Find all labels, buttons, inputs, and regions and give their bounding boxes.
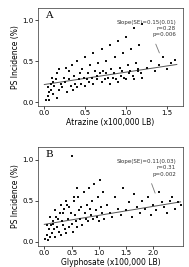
Point [84,84,87,88]
Point [89,63,92,68]
Point [85,203,88,207]
Point [97,219,100,223]
Point [76,225,79,229]
Point [55,96,58,100]
Point [58,211,61,215]
Point [165,211,168,215]
Point [74,82,77,86]
Point [119,213,122,218]
Point [66,90,69,95]
Point [88,80,91,84]
Point [105,203,108,207]
Point [69,211,72,215]
Point [125,77,128,81]
Point [122,186,125,190]
Point [90,76,93,80]
Point [129,47,132,51]
Point [108,82,111,86]
Point [107,76,110,80]
Point [141,198,144,203]
Point [80,205,83,209]
Point [120,74,123,78]
Point [73,194,76,199]
Point [168,198,171,203]
Point [123,76,126,80]
Y-axis label: PS Incidence (%): PS Incidence (%) [11,164,20,229]
Point [141,76,144,80]
Point [44,97,47,102]
Point [136,205,139,209]
Point [52,219,55,223]
Point [100,80,103,84]
Point [90,213,93,218]
Point [92,82,95,86]
Point [51,92,54,96]
Point [98,178,101,182]
Point [48,235,51,239]
Point [89,207,92,211]
Point [51,80,54,84]
Point [130,215,133,219]
Point [138,211,141,215]
Point [62,76,65,80]
Point [92,217,95,221]
Point [66,203,69,207]
Point [77,77,80,81]
Point [87,71,90,76]
Point [57,88,60,92]
Point [70,221,73,226]
Point [50,76,53,80]
Point [127,200,130,205]
Point [84,217,87,221]
Point [97,61,100,65]
Point [59,82,62,86]
Point [46,85,49,89]
Point [67,205,70,209]
Point [76,85,79,89]
Point [82,76,85,80]
Point [79,71,82,76]
Point [149,59,152,63]
Point [85,77,88,81]
Point [116,207,119,211]
X-axis label: Glyphosate (x100,000 LB): Glyphosate (x100,000 LB) [61,258,160,267]
Point [49,82,52,86]
Point [95,215,98,219]
Point [133,26,136,31]
Point [55,215,58,219]
Point [153,69,156,73]
Point [165,67,168,72]
Point [72,198,75,203]
Point [51,221,54,226]
Text: Slope(SE)=0.11(0.03)
r=0.31
p=0.002: Slope(SE)=0.11(0.03) r=0.31 p=0.002 [116,159,176,177]
Point [116,39,119,43]
Text: A: A [45,11,53,20]
Point [71,63,74,68]
Point [65,231,68,235]
Point [157,63,160,68]
Point [163,205,166,209]
X-axis label: Atrazine (x100,000 LB): Atrazine (x100,000 LB) [67,119,155,127]
Point [94,69,97,73]
Point [71,88,74,92]
Point [161,55,164,59]
Point [76,59,79,63]
Point [81,223,84,227]
Point [50,231,53,235]
Point [91,198,94,203]
Point [155,208,158,213]
Point [61,85,64,89]
Point [121,51,124,55]
Point [86,219,89,223]
Point [67,77,70,81]
Point [125,208,128,213]
Point [56,225,59,229]
Point [49,88,52,92]
Point [70,154,73,158]
Point [81,67,84,72]
Point [146,194,149,199]
Point [138,43,141,47]
Point [105,59,108,63]
Point [111,215,114,219]
Point [176,200,179,205]
